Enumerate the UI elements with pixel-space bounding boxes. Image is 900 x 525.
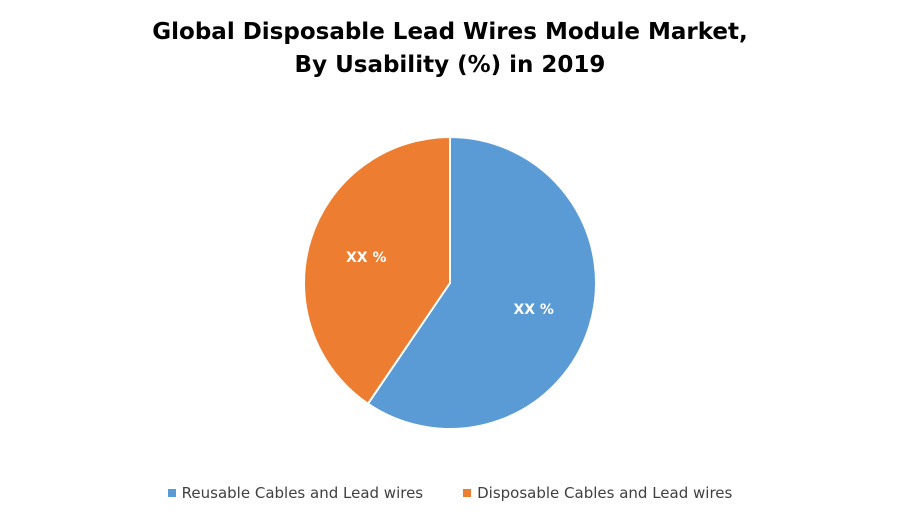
pie-slice-reusable (366, 135, 597, 430)
chart-title: Global Disposable Lead Wires Module Mark… (0, 16, 900, 82)
data-label-disposable: XX % (346, 250, 387, 266)
chart-title-line-2: By Usability (%) in 2019 (294, 52, 606, 78)
legend-label-disposable: Disposable Cables and Lead wires (477, 484, 733, 502)
data-label-reusable: XX % (513, 302, 554, 318)
chart-title-line-1: Global Disposable Lead Wires Module Mark… (152, 19, 748, 45)
legend-label-reusable: Reusable Cables and Lead wires (181, 484, 424, 502)
legend-swatch-reusable (167, 489, 176, 497)
pie-slice-disposable (303, 135, 451, 406)
legend-item-disposable: Disposable Cables and Lead wires (463, 484, 732, 502)
legend-item-reusable: Reusable Cables and Lead wires (167, 484, 424, 502)
legend-swatch-disposable (463, 489, 472, 497)
legend: Reusable Cables and Lead wires Disposabl… (0, 484, 900, 502)
